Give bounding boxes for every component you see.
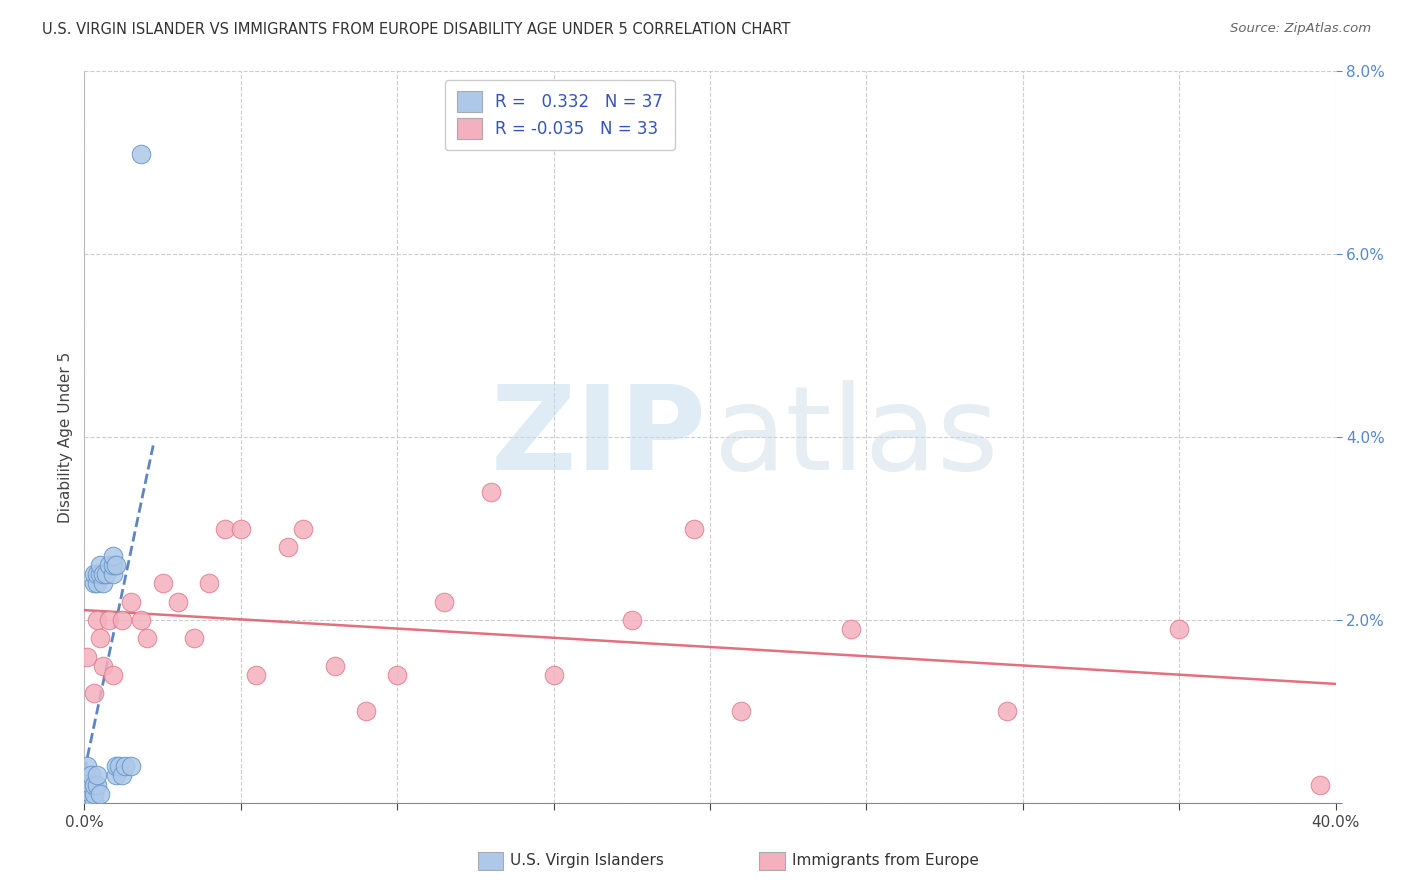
Point <box>730 705 752 719</box>
Point <box>79 777 101 792</box>
Point <box>89 632 111 646</box>
Point <box>76 796 98 810</box>
Point <box>83 796 105 810</box>
Point <box>75 796 97 810</box>
Point <box>86 768 108 782</box>
Point <box>136 632 159 646</box>
Point <box>129 146 152 161</box>
Point <box>86 576 108 591</box>
Point <box>98 613 121 627</box>
Point <box>183 632 205 646</box>
Point <box>839 622 862 636</box>
Point <box>83 777 105 792</box>
Point <box>198 576 221 591</box>
Point <box>120 759 142 773</box>
Point <box>120 594 142 608</box>
Text: U.S. VIRGIN ISLANDER VS IMMIGRANTS FROM EUROPE DISABILITY AGE UNDER 5 CORRELATIO: U.S. VIRGIN ISLANDER VS IMMIGRANTS FROM … <box>42 22 790 37</box>
Point <box>292 521 315 535</box>
Point <box>76 768 98 782</box>
Point <box>86 613 108 627</box>
Point <box>101 549 124 563</box>
Legend: R =   0.332   N = 37, R = -0.035   N = 33: R = 0.332 N = 37, R = -0.035 N = 33 <box>446 79 675 151</box>
Point <box>245 667 267 681</box>
Point <box>111 768 134 782</box>
Point <box>433 594 456 608</box>
Point <box>101 667 124 681</box>
Point <box>91 567 114 582</box>
Point <box>354 705 377 719</box>
Point <box>76 787 98 801</box>
Point <box>620 613 643 627</box>
Point <box>76 759 98 773</box>
Point <box>995 705 1018 719</box>
Point <box>86 567 108 582</box>
Point <box>89 558 111 573</box>
Point <box>79 787 101 801</box>
Point <box>214 521 236 535</box>
Point <box>104 558 127 573</box>
Point <box>98 558 121 573</box>
Point <box>277 540 299 554</box>
Y-axis label: Disability Age Under 5: Disability Age Under 5 <box>58 351 73 523</box>
Text: U.S. Virgin Islanders: U.S. Virgin Islanders <box>510 854 664 868</box>
Point <box>129 613 152 627</box>
Point <box>101 567 124 582</box>
Point <box>1309 777 1331 792</box>
Point <box>83 686 105 700</box>
Point <box>323 658 346 673</box>
Point <box>114 759 136 773</box>
Point <box>83 567 105 582</box>
Point <box>479 485 502 500</box>
Point <box>107 759 129 773</box>
Point <box>385 667 409 681</box>
Point <box>229 521 252 535</box>
Point <box>76 649 98 664</box>
Point <box>543 667 565 681</box>
Point <box>152 576 174 591</box>
Point <box>83 787 105 801</box>
Point <box>683 521 706 535</box>
Point <box>91 576 114 591</box>
Text: Source: ZipAtlas.com: Source: ZipAtlas.com <box>1230 22 1371 36</box>
Text: Immigrants from Europe: Immigrants from Europe <box>792 854 979 868</box>
Point <box>86 777 108 792</box>
Point <box>83 576 105 591</box>
Point <box>167 594 190 608</box>
Text: atlas: atlas <box>714 380 1000 494</box>
Point <box>96 567 118 582</box>
Point <box>101 558 124 573</box>
Text: ZIP: ZIP <box>491 380 706 494</box>
Point <box>111 613 134 627</box>
Point <box>104 768 127 782</box>
Point <box>104 759 127 773</box>
Point <box>76 777 98 792</box>
Point <box>79 768 101 782</box>
Point <box>89 787 111 801</box>
Point <box>91 658 114 673</box>
Point <box>89 567 111 582</box>
Point <box>79 796 101 810</box>
Point <box>1168 622 1191 636</box>
